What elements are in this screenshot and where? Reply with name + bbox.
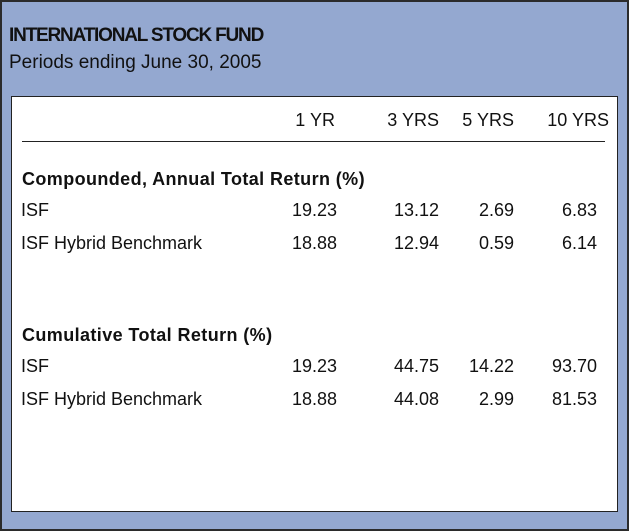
- section-title: Compounded, Annual Total Return (%): [22, 169, 365, 189]
- header-rule: [22, 141, 605, 142]
- cell-value: 14.22: [468, 356, 514, 376]
- column-header: 10 YRS: [547, 110, 609, 130]
- cell-value: 44.75: [393, 356, 439, 376]
- cell-value: 2.99: [478, 389, 514, 409]
- row-label: ISF Hybrid Benchmark: [21, 233, 203, 253]
- cell-value: 2.69: [478, 200, 514, 220]
- cell-value: 81.53: [551, 389, 597, 409]
- table-panel: 1 YR 3 YRS 5 YRS 10 YRS Compounded, Annual T…: [11, 96, 618, 512]
- cell-value: 0.59: [478, 233, 514, 253]
- cell-value: 19.23: [291, 200, 337, 220]
- cell-value: 19.23: [291, 356, 337, 376]
- row-label: ISF Hybrid Benchmark: [21, 389, 203, 409]
- cell-value: 44.08: [393, 389, 439, 409]
- cell-value: 93.70: [551, 356, 597, 376]
- subtitle: Periods ending June 30, 2005: [9, 52, 262, 73]
- section-title: Cumulative Total Return (%): [22, 325, 273, 345]
- row-label: ISF: [21, 356, 50, 376]
- column-header: 1 YR: [295, 110, 335, 130]
- row-label: ISF: [21, 200, 50, 220]
- column-header: 5 YRS: [462, 110, 514, 130]
- title: INTERNATIONAL STOCK FUND: [9, 25, 264, 46]
- cell-value: 6.14: [561, 233, 597, 253]
- cell-value: 13.12: [393, 200, 439, 220]
- cell-value: 18.88: [291, 389, 337, 409]
- cell-value: 6.83: [561, 200, 597, 220]
- cell-value: 18.88: [291, 233, 337, 253]
- column-header: 3 YRS: [387, 110, 439, 130]
- cell-value: 12.94: [393, 233, 439, 253]
